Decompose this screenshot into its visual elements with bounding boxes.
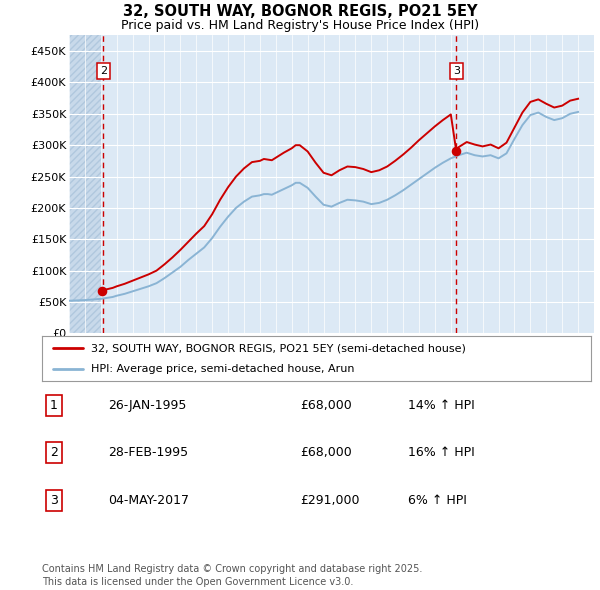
Text: HPI: Average price, semi-detached house, Arun: HPI: Average price, semi-detached house,… [91,363,355,373]
Text: Price paid vs. HM Land Registry's House Price Index (HPI): Price paid vs. HM Land Registry's House … [121,19,479,32]
Text: £291,000: £291,000 [300,493,359,507]
Text: 32, SOUTH WAY, BOGNOR REGIS, PO21 5EY (semi-detached house): 32, SOUTH WAY, BOGNOR REGIS, PO21 5EY (s… [91,343,466,353]
Text: 2: 2 [100,66,107,76]
Text: 26-JAN-1995: 26-JAN-1995 [108,399,187,412]
Text: Contains HM Land Registry data © Crown copyright and database right 2025.
This d: Contains HM Land Registry data © Crown c… [42,564,422,587]
Text: 04-MAY-2017: 04-MAY-2017 [108,493,189,507]
Text: 32, SOUTH WAY, BOGNOR REGIS, PO21 5EY: 32, SOUTH WAY, BOGNOR REGIS, PO21 5EY [123,4,477,19]
Point [97,286,107,296]
Bar [69,35,102,333]
Bar [69,35,102,333]
Text: 16% ↑ HPI: 16% ↑ HPI [408,446,475,460]
Text: 28-FEB-1995: 28-FEB-1995 [108,446,188,460]
Text: 6% ↑ HPI: 6% ↑ HPI [408,493,467,507]
Text: 2: 2 [50,446,58,460]
Text: 3: 3 [453,66,460,76]
Point [451,146,461,156]
Text: £68,000: £68,000 [300,399,352,412]
Text: 3: 3 [50,493,58,507]
Text: £68,000: £68,000 [300,446,352,460]
Text: 14% ↑ HPI: 14% ↑ HPI [408,399,475,412]
Text: 1: 1 [50,399,58,412]
